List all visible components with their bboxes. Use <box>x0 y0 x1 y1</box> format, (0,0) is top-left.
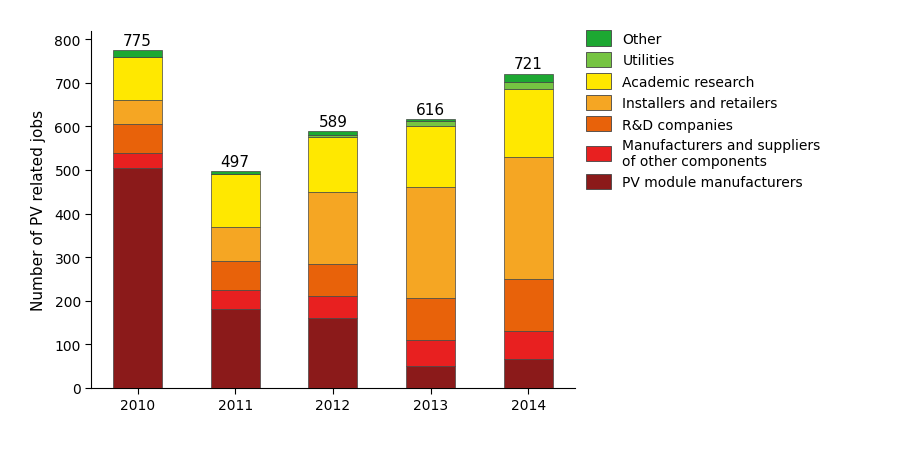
Bar <box>503 74 552 83</box>
Bar <box>210 172 260 175</box>
Bar <box>503 90 552 157</box>
Bar <box>113 168 162 388</box>
Bar <box>503 83 552 90</box>
Bar <box>308 297 357 318</box>
Bar <box>405 127 455 188</box>
Bar <box>308 136 357 138</box>
Text: 721: 721 <box>513 57 542 72</box>
Bar <box>308 192 357 264</box>
Bar <box>113 125 162 153</box>
Bar <box>503 157 552 279</box>
Bar <box>210 290 260 310</box>
Bar <box>308 138 357 192</box>
Bar <box>405 366 455 388</box>
Bar <box>405 299 455 340</box>
Bar <box>308 318 357 388</box>
Bar <box>405 121 455 127</box>
Bar <box>210 262 260 290</box>
Bar <box>503 359 552 388</box>
Text: 589: 589 <box>318 115 347 129</box>
Bar <box>308 264 357 297</box>
Text: 497: 497 <box>220 154 250 169</box>
Bar <box>113 153 162 168</box>
Bar <box>210 227 260 262</box>
Bar <box>113 51 162 58</box>
Bar <box>405 188 455 299</box>
Bar <box>405 120 455 121</box>
Legend: Other, Utilities, Academic research, Installers and retailers, R&D companies, Ma: Other, Utilities, Academic research, Ins… <box>586 32 820 190</box>
Bar <box>210 310 260 388</box>
Bar <box>308 132 357 136</box>
Bar <box>503 279 552 331</box>
Bar <box>113 101 162 125</box>
Bar <box>405 340 455 366</box>
Text: 616: 616 <box>415 103 445 118</box>
Text: 775: 775 <box>123 33 152 49</box>
Bar <box>113 58 162 101</box>
Bar <box>503 331 552 359</box>
Y-axis label: Number of PV related jobs: Number of PV related jobs <box>31 110 46 310</box>
Bar <box>210 175 260 227</box>
